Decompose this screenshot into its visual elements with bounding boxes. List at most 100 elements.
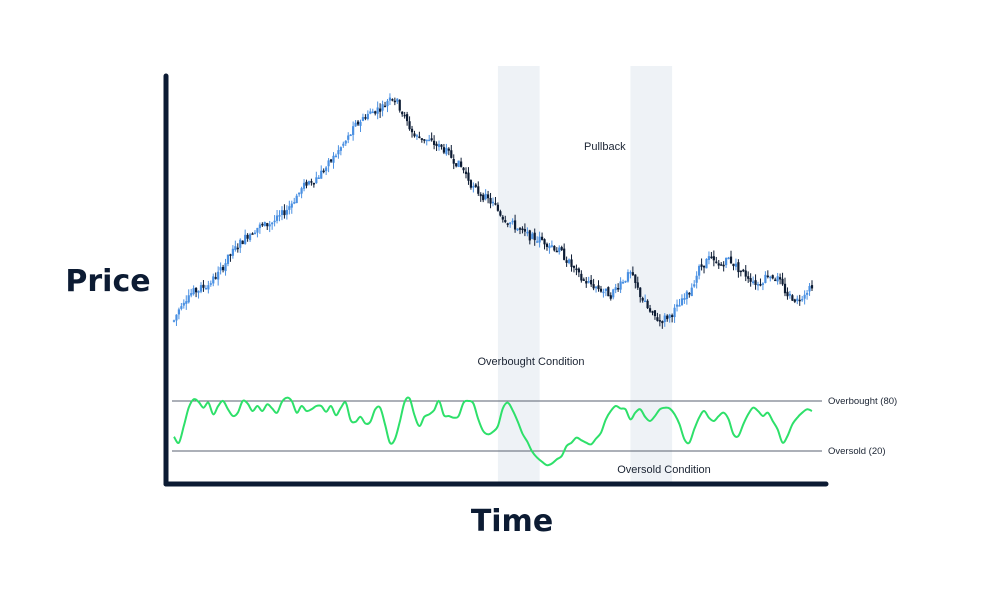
candle: [538, 231, 541, 248]
candle: [479, 192, 482, 202]
candle: [801, 295, 804, 302]
candle: [548, 242, 551, 254]
candle: [302, 179, 306, 192]
candle: [440, 144, 443, 150]
candle: [261, 222, 264, 227]
candle: [246, 233, 249, 242]
candle: [499, 209, 502, 217]
candle: [678, 298, 681, 307]
candle: [705, 258, 708, 269]
candle: [639, 287, 642, 303]
candle: [482, 192, 485, 203]
candle: [798, 294, 801, 306]
oscillator-levels: [172, 400, 822, 452]
candle: [690, 283, 693, 297]
candle: [433, 135, 436, 150]
candle: [585, 277, 588, 288]
candle: [337, 145, 340, 159]
candle: [226, 254, 230, 267]
candle: [285, 205, 288, 220]
candle: [187, 289, 190, 304]
candle: [239, 238, 242, 253]
candle: [349, 134, 352, 137]
candle: [204, 285, 207, 290]
candle: [769, 275, 772, 282]
candle: [248, 232, 252, 242]
candle: [445, 143, 448, 156]
candle: [793, 298, 796, 304]
candle: [307, 180, 311, 186]
candle: [722, 261, 725, 272]
candle: [295, 193, 298, 204]
candle: [688, 291, 691, 298]
candle: [347, 132, 350, 144]
candle: [685, 290, 688, 305]
candle: [298, 192, 301, 197]
candle: [428, 134, 431, 142]
candle: [656, 312, 659, 322]
candle: [582, 277, 585, 281]
candle: [702, 265, 706, 274]
candle: [648, 304, 652, 313]
candle: [729, 250, 733, 265]
candle: [742, 268, 745, 273]
candle: [739, 270, 742, 277]
candle: [253, 230, 257, 235]
candle: [391, 98, 394, 102]
candle: [241, 240, 244, 245]
x-axis-title: Time: [471, 504, 553, 539]
candle: [185, 295, 188, 310]
candle: [531, 231, 534, 240]
candle: [771, 274, 774, 280]
candle: [190, 288, 193, 298]
candle: [329, 158, 333, 163]
candle: [737, 259, 740, 278]
candle: [720, 262, 723, 266]
overbought-level-label: Overbought (80): [828, 396, 897, 407]
candle: [386, 99, 389, 113]
oversold-zone: [630, 66, 673, 482]
candle: [486, 190, 490, 204]
highlight-bands: [497, 66, 673, 482]
candle: [641, 296, 644, 303]
candle: [472, 182, 475, 193]
candle: [327, 158, 330, 173]
candle: [180, 303, 183, 311]
candle: [501, 215, 504, 223]
candle: [263, 221, 266, 227]
candle: [317, 175, 320, 180]
candle: [513, 214, 517, 233]
candle: [516, 228, 519, 232]
candle: [536, 236, 539, 243]
candle: [415, 133, 419, 140]
candle: [631, 266, 634, 276]
candle: [175, 314, 178, 326]
candle: [744, 265, 747, 282]
candle: [437, 140, 441, 151]
candle: [518, 227, 522, 235]
candle: [626, 269, 630, 283]
candle: [457, 160, 460, 168]
candle: [621, 279, 625, 284]
candle: [214, 272, 217, 280]
candle: [236, 243, 239, 253]
candle: [315, 171, 318, 184]
oscillator-series: [173, 396, 813, 467]
candle: [376, 101, 379, 120]
candle: [695, 271, 698, 289]
candle: [521, 226, 524, 234]
candle: [774, 277, 777, 282]
candle: [406, 111, 409, 126]
candle: [484, 189, 487, 201]
candle: [675, 299, 679, 312]
candle: [558, 245, 561, 255]
candle: [781, 272, 784, 286]
candle: [379, 103, 382, 118]
candle: [325, 166, 328, 176]
candle: [381, 100, 384, 117]
candle: [469, 179, 473, 190]
candle: [783, 277, 787, 297]
candle: [207, 280, 210, 294]
candle: [749, 273, 752, 287]
candle: [509, 222, 512, 228]
